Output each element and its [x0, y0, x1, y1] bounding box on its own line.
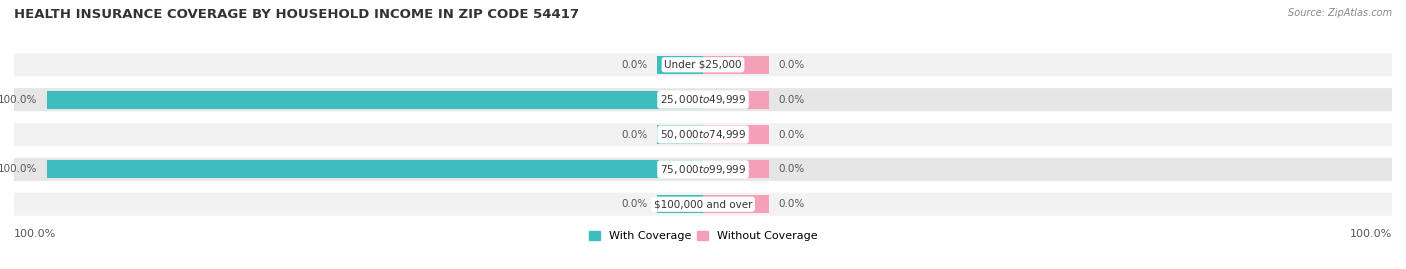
- FancyBboxPatch shape: [14, 123, 1392, 146]
- Text: $25,000 to $49,999: $25,000 to $49,999: [659, 93, 747, 106]
- Text: 0.0%: 0.0%: [621, 129, 647, 140]
- Text: $75,000 to $99,999: $75,000 to $99,999: [659, 163, 747, 176]
- Bar: [46, 160, 703, 178]
- Bar: [657, 56, 703, 74]
- Bar: [703, 160, 769, 178]
- Text: 0.0%: 0.0%: [621, 199, 647, 209]
- Text: $100,000 and over: $100,000 and over: [654, 199, 752, 209]
- FancyBboxPatch shape: [14, 193, 1392, 216]
- Text: 100.0%: 100.0%: [0, 164, 37, 174]
- FancyBboxPatch shape: [14, 53, 1392, 76]
- Bar: [703, 91, 769, 109]
- Text: 0.0%: 0.0%: [621, 60, 647, 70]
- FancyBboxPatch shape: [14, 88, 1392, 111]
- Text: 100.0%: 100.0%: [0, 95, 37, 105]
- Text: HEALTH INSURANCE COVERAGE BY HOUSEHOLD INCOME IN ZIP CODE 54417: HEALTH INSURANCE COVERAGE BY HOUSEHOLD I…: [14, 8, 579, 21]
- Legend: With Coverage, Without Coverage: With Coverage, Without Coverage: [585, 226, 821, 246]
- Text: 0.0%: 0.0%: [779, 199, 804, 209]
- Bar: [657, 195, 703, 213]
- Bar: [46, 91, 703, 109]
- Text: Source: ZipAtlas.com: Source: ZipAtlas.com: [1288, 8, 1392, 18]
- Text: 100.0%: 100.0%: [1350, 229, 1392, 239]
- Bar: [657, 125, 703, 144]
- Text: 0.0%: 0.0%: [779, 60, 804, 70]
- Bar: [703, 195, 769, 213]
- Bar: [703, 56, 769, 74]
- Text: 0.0%: 0.0%: [779, 95, 804, 105]
- Text: $50,000 to $74,999: $50,000 to $74,999: [659, 128, 747, 141]
- Text: 0.0%: 0.0%: [779, 129, 804, 140]
- Bar: [703, 125, 769, 144]
- FancyBboxPatch shape: [14, 158, 1392, 181]
- Text: Under $25,000: Under $25,000: [664, 60, 742, 70]
- Text: 0.0%: 0.0%: [779, 164, 804, 174]
- Text: 100.0%: 100.0%: [14, 229, 56, 239]
